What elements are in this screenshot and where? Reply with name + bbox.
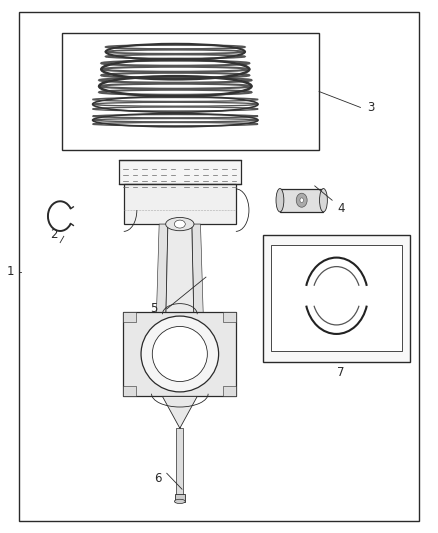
Bar — [123, 386, 136, 397]
Text: 1: 1 — [6, 265, 14, 278]
Bar — [123, 312, 136, 322]
Polygon shape — [162, 397, 197, 428]
Bar — [119, 160, 241, 184]
Bar — [62, 33, 319, 150]
Ellipse shape — [174, 499, 185, 504]
Polygon shape — [166, 224, 194, 325]
Bar — [223, 386, 237, 397]
Text: 3: 3 — [367, 101, 375, 114]
Ellipse shape — [174, 220, 185, 228]
Polygon shape — [156, 224, 168, 325]
Text: 2: 2 — [50, 228, 57, 241]
Text: 4: 4 — [337, 201, 345, 215]
Ellipse shape — [166, 217, 194, 231]
Bar — [123, 312, 237, 397]
Bar — [223, 312, 237, 322]
Bar — [175, 494, 185, 503]
Text: 5: 5 — [150, 302, 157, 316]
Bar — [177, 428, 184, 498]
Ellipse shape — [320, 189, 327, 212]
Ellipse shape — [152, 326, 207, 382]
Bar — [271, 245, 402, 351]
Ellipse shape — [141, 316, 219, 392]
Bar — [262, 235, 410, 362]
Text: 6: 6 — [154, 472, 162, 485]
Polygon shape — [192, 224, 204, 325]
Bar — [280, 189, 323, 212]
Ellipse shape — [276, 189, 284, 212]
Bar — [124, 184, 236, 224]
Ellipse shape — [296, 193, 307, 207]
Ellipse shape — [300, 198, 304, 203]
Text: 7: 7 — [337, 366, 345, 379]
